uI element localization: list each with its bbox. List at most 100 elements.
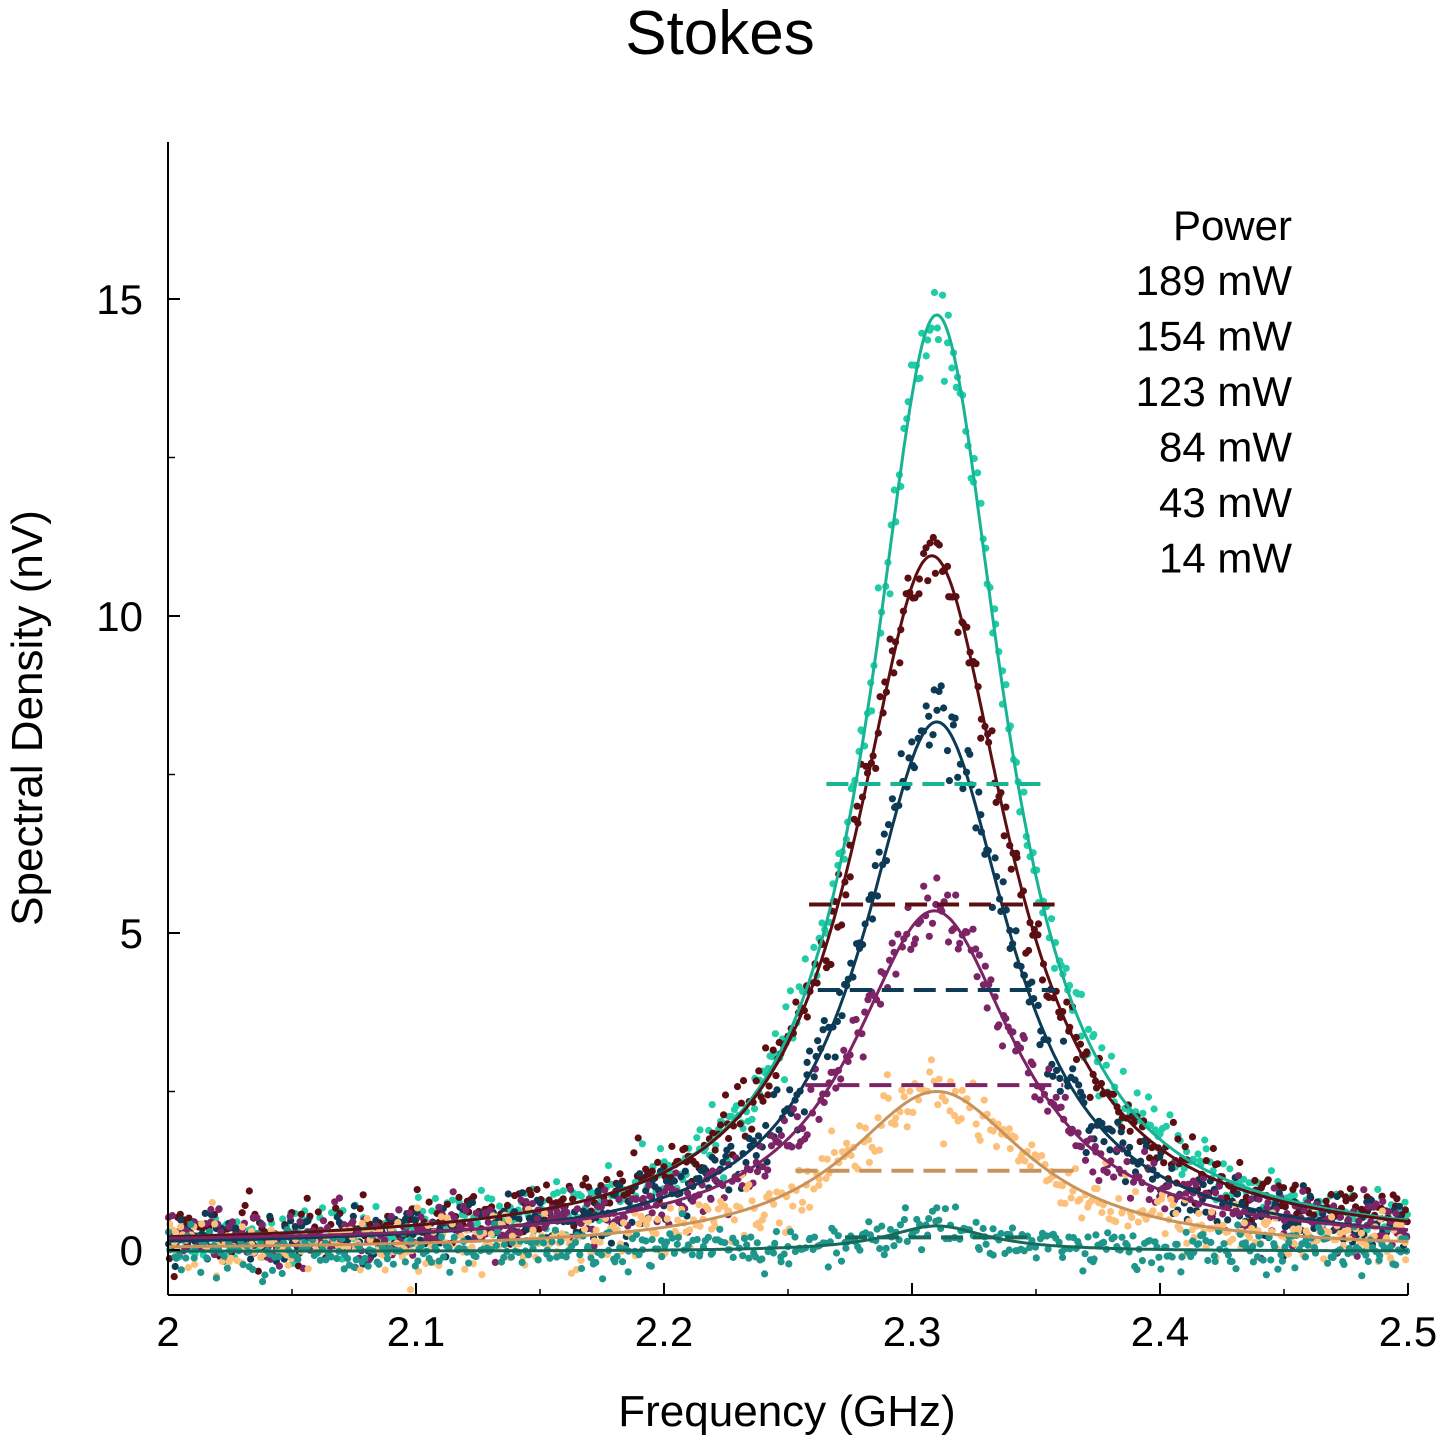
data-point [557, 1238, 565, 1246]
data-point [1300, 1206, 1308, 1214]
data-point [1304, 1241, 1312, 1249]
data-point [172, 1228, 180, 1237]
data-point [1270, 1184, 1278, 1192]
data-point [1201, 1136, 1209, 1144]
data-point [1086, 1093, 1094, 1101]
y-tick-label: 0 [120, 1227, 143, 1274]
data-point [820, 1017, 828, 1025]
data-point [935, 541, 943, 549]
data-point [1118, 1233, 1126, 1241]
data-point [989, 1127, 997, 1135]
data-point [874, 584, 882, 592]
data-point [730, 1216, 739, 1224]
data-point [666, 1204, 675, 1212]
data-point [1367, 1218, 1375, 1226]
legend-entry: 154 mW [1136, 313, 1293, 360]
data-point [1102, 1061, 1110, 1069]
data-point [472, 1209, 480, 1217]
data-point [215, 1205, 223, 1214]
data-point [1247, 1195, 1255, 1203]
data-point [1213, 1218, 1221, 1226]
data-point [859, 1053, 867, 1061]
data-point [487, 1230, 495, 1238]
data-point [182, 1254, 190, 1262]
data-point [381, 1236, 389, 1244]
data-point [437, 1233, 445, 1241]
data-point [1034, 1001, 1042, 1010]
data-point [486, 1206, 494, 1214]
data-point [830, 1148, 839, 1157]
data-point [929, 533, 937, 542]
data-point [1081, 1250, 1089, 1258]
data-point [1061, 1093, 1069, 1101]
data-point [275, 1252, 283, 1261]
data-point [1055, 1238, 1063, 1246]
data-point [190, 1254, 198, 1262]
data-point [1290, 1191, 1298, 1199]
data-point [748, 1115, 756, 1123]
data-point [973, 973, 981, 981]
data-point [349, 1218, 357, 1226]
data-point [212, 1274, 220, 1282]
data-point [647, 1262, 655, 1270]
data-point [536, 1199, 544, 1207]
data-point [764, 1166, 772, 1174]
data-point [777, 1258, 785, 1266]
data-point [814, 1037, 822, 1045]
y-tick-label: 15 [96, 276, 143, 323]
data-point [327, 1253, 335, 1261]
data-point [933, 1204, 941, 1212]
data-point [1340, 1260, 1348, 1268]
data-point [1215, 1182, 1223, 1190]
data-point [332, 1204, 340, 1212]
data-point [1005, 1246, 1013, 1254]
data-point [1346, 1185, 1354, 1193]
data-point [727, 1112, 736, 1120]
data-point [823, 1155, 831, 1163]
data-point [1358, 1272, 1366, 1280]
data-point [810, 1073, 818, 1081]
data-point [950, 1112, 959, 1120]
data-point [245, 1187, 253, 1195]
data-point [247, 1255, 255, 1263]
data-point [522, 1198, 530, 1206]
data-point [900, 1216, 909, 1224]
data-point [686, 1226, 694, 1234]
data-point [1211, 1189, 1220, 1197]
data-point [1401, 1206, 1409, 1214]
data-point [375, 1260, 383, 1268]
data-point [798, 1206, 806, 1214]
data-point [636, 1170, 644, 1178]
data-point [1092, 1084, 1101, 1092]
data-point [616, 1182, 624, 1190]
data-point [786, 1228, 795, 1236]
data-point [249, 1265, 257, 1273]
data-point [806, 1203, 814, 1211]
data-point [972, 824, 980, 832]
data-point [1081, 1156, 1090, 1164]
legend-entry: 43 mW [1159, 479, 1292, 526]
data-point [238, 1209, 246, 1217]
data-point [1229, 1235, 1237, 1243]
data-point [681, 1144, 689, 1152]
data-point [696, 1222, 704, 1230]
data-point [695, 1201, 703, 1209]
data-point [577, 1256, 585, 1264]
data-point [279, 1215, 287, 1223]
data-point [1228, 1257, 1236, 1266]
data-point [1208, 1208, 1216, 1216]
data-point [1285, 1238, 1293, 1247]
data-point [793, 1113, 802, 1121]
data-point [533, 1215, 541, 1223]
data-point [876, 1000, 885, 1008]
data-point [473, 1219, 482, 1228]
data-point [1038, 976, 1047, 984]
data-point [995, 1021, 1003, 1029]
data-point [211, 1220, 219, 1228]
data-point [1062, 964, 1070, 972]
data-point [1020, 788, 1028, 796]
data-point [933, 874, 941, 882]
data-point [645, 1181, 653, 1189]
data-point [1026, 1162, 1035, 1170]
data-point [1005, 1125, 1013, 1133]
